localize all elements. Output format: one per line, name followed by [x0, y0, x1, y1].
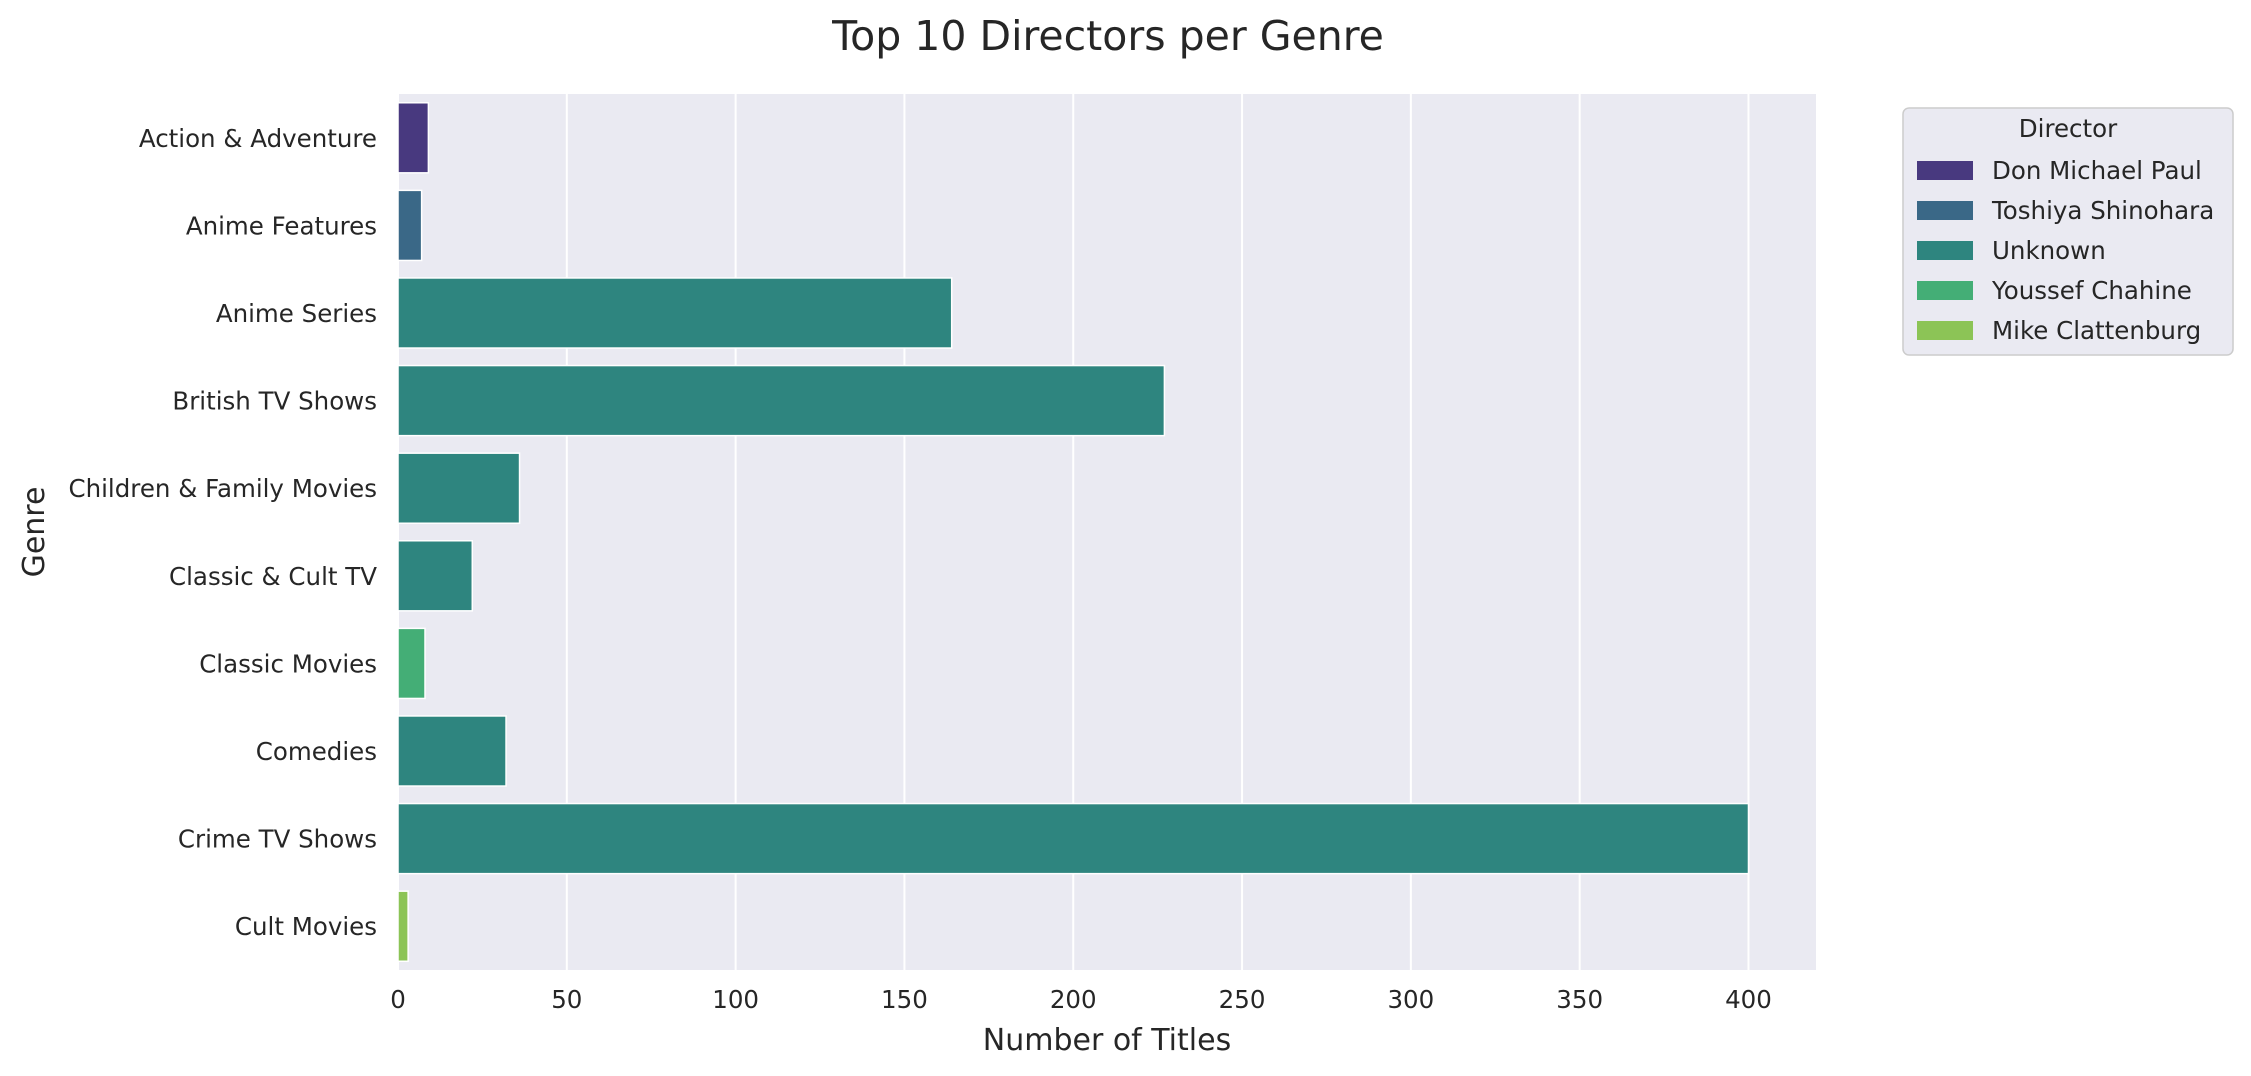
x-tick-label: 0 [390, 985, 406, 1014]
x-axis-title: Number of Titles [983, 1023, 1231, 1058]
x-tick-label: 350 [1556, 985, 1603, 1014]
y-tick-label: Crime TV Shows [178, 825, 377, 854]
legend-label: Toshiya Shinohara [1991, 196, 2214, 225]
legend-title: Director [2019, 114, 2118, 143]
legend-label: Don Michael Paul [1992, 156, 2202, 185]
y-tick-label: Action & Adventure [139, 124, 377, 153]
y-tick-label: Anime Features [186, 211, 377, 240]
x-tick-label: 100 [712, 985, 759, 1014]
y-tick-label: Cult Movies [235, 912, 377, 941]
bar [397, 715, 507, 787]
legend-label: Mike Clattenburg [1992, 316, 2201, 345]
y-tick-label: Classic Movies [199, 649, 377, 678]
legend-swatch [1917, 161, 1973, 180]
y-tick-label: Classic & Cult TV [169, 562, 377, 591]
y-tick-label: Comedies [256, 737, 377, 766]
legend-swatch [1917, 201, 1973, 220]
legend: Director Don Michael Paul Toshiya Shinoha… [1902, 107, 2234, 356]
x-tick-label: 250 [1219, 985, 1266, 1014]
x-tick-labels: 0 50 100 150 200 250 300 350 400 [390, 985, 1772, 1014]
legend-box [1902, 107, 2234, 356]
bar [397, 102, 430, 174]
bar [397, 189, 423, 262]
y-tick-label: Children & Family Movies [68, 474, 377, 503]
legend-label: Unknown [1992, 236, 2106, 265]
bar [397, 364, 1166, 437]
bar [397, 277, 953, 349]
y-axis-title: Genre [17, 487, 52, 578]
x-tick-label: 200 [1050, 985, 1097, 1014]
x-tick-label: 300 [1387, 985, 1434, 1014]
y-tick-label: Anime Series [216, 299, 377, 328]
bar [397, 627, 426, 700]
legend-label: Youssef Chahine [1991, 276, 2192, 305]
bar [397, 890, 409, 962]
bar [397, 540, 474, 612]
bar [397, 452, 521, 524]
bar [397, 802, 1750, 875]
y-tick-labels: Action & Adventure Anime Features Anime Se… [68, 124, 377, 941]
y-tick-label: British TV Shows [172, 387, 377, 416]
legend-items: Don Michael Paul Toshiya Shinohara Unknown… [1917, 156, 2214, 345]
legend-swatch [1917, 321, 1973, 340]
bars [397, 102, 1750, 962]
chart-title: Top 10 Directors per Genre [831, 12, 1384, 60]
x-tick-label: 150 [881, 985, 928, 1014]
x-tick-label: 400 [1725, 985, 1772, 1014]
legend-swatch [1917, 281, 1973, 300]
legend-swatch [1917, 241, 1973, 260]
x-tick-label: 50 [551, 985, 582, 1014]
